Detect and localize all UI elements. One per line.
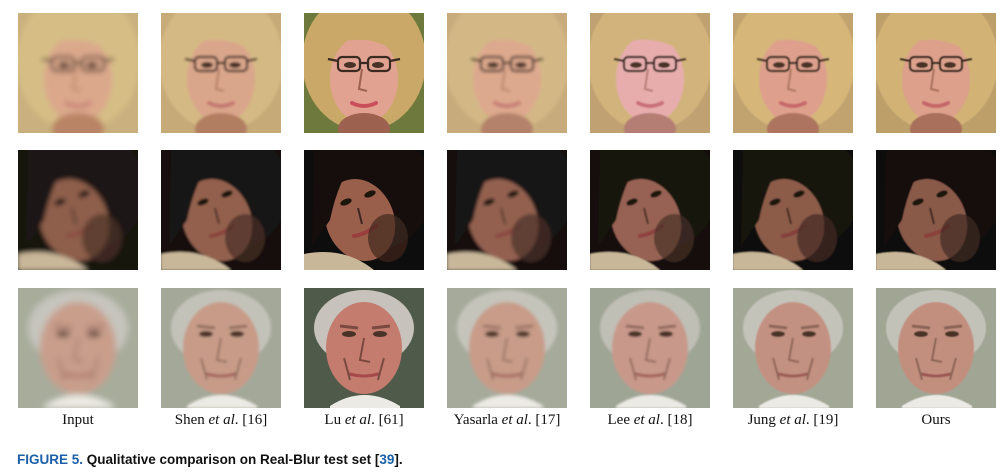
column-label-name: Lu xyxy=(324,412,345,428)
figure-caption: FIGURE 5. Qualitative comparison on Real… xyxy=(17,452,403,467)
column-label: Ours xyxy=(861,412,1008,429)
face-image xyxy=(590,13,710,133)
face-image xyxy=(733,150,853,270)
column-label-etal: et al xyxy=(344,412,372,428)
column-label-ref: . [18] xyxy=(659,412,693,428)
face-image xyxy=(590,288,710,408)
face-image xyxy=(447,288,567,408)
column-label-etal: et al xyxy=(208,412,235,428)
face-image xyxy=(590,150,710,270)
face-image xyxy=(161,150,281,270)
column-label: Yasarla et al. [17] xyxy=(432,412,582,429)
figure-number: FIGURE 5. xyxy=(17,452,84,467)
column-label: Shen et al. [16] xyxy=(146,412,296,429)
column-label-etal: et al xyxy=(779,412,806,428)
caption-text: Qualitative comparison on Real-Blur test… xyxy=(83,452,380,467)
column-label-name: Input xyxy=(62,412,94,428)
face-image xyxy=(733,288,853,408)
column-label: Lu et al. [61] xyxy=(289,412,439,429)
face-image xyxy=(876,13,996,133)
column-label-ref: . [16] xyxy=(234,412,268,428)
face-image xyxy=(18,150,138,270)
column-label-name: Ours xyxy=(921,412,951,428)
face-image xyxy=(447,150,567,270)
face-image xyxy=(18,288,138,408)
column-label-name: Shen xyxy=(174,412,209,428)
face-image xyxy=(304,13,424,133)
face-image xyxy=(733,13,853,133)
column-label: Lee et al. [18] xyxy=(575,412,725,429)
face-image xyxy=(876,288,996,408)
face-image xyxy=(876,150,996,270)
caption-tail: ]. xyxy=(394,452,403,467)
column-label-name: Lee xyxy=(607,412,634,428)
face-image xyxy=(161,13,281,133)
column-label-etal: et al xyxy=(501,412,528,428)
column-label-name: Jung xyxy=(747,412,780,428)
citation-link[interactable]: 39 xyxy=(379,452,395,467)
column-label-ref: . [17] xyxy=(527,412,561,428)
face-image xyxy=(447,13,567,133)
column-label-name: Yasarla xyxy=(453,412,502,428)
column-label: Jung et al. [19] xyxy=(718,412,868,429)
column-label-ref: . [61] xyxy=(371,412,404,428)
column-label-ref: . [19] xyxy=(805,412,839,428)
face-image xyxy=(304,288,424,408)
column-label: Input xyxy=(3,412,153,429)
face-image xyxy=(18,13,138,133)
face-image xyxy=(161,288,281,408)
face-image xyxy=(304,150,424,270)
column-label-etal: et al xyxy=(633,412,660,428)
